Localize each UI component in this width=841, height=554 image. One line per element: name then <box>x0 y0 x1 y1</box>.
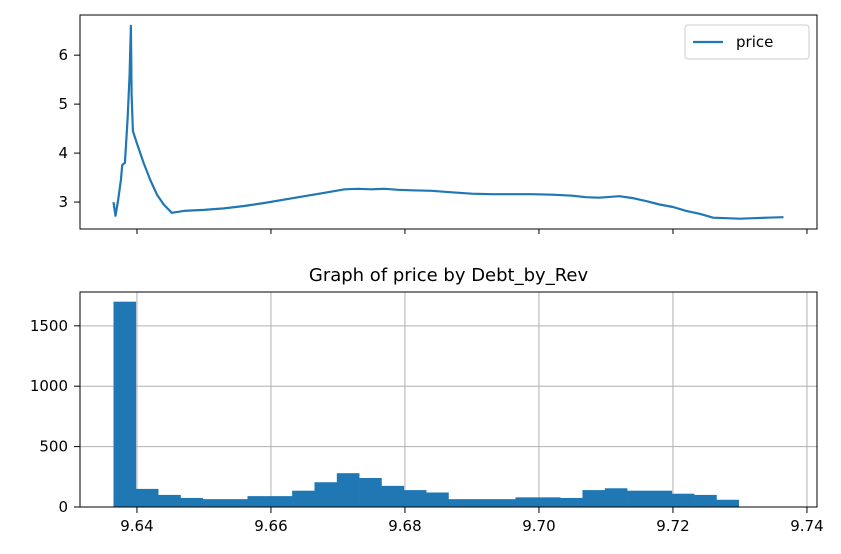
y-tick-label-bottom: 1000 <box>30 377 68 395</box>
y-tick-label-top: 4 <box>58 144 68 162</box>
histogram-bar <box>470 499 494 507</box>
histogram-bar <box>247 496 271 507</box>
x-tick-label: 9.66 <box>254 517 287 535</box>
price-histogram-plot: 0 500 1000 1500 9.64 9.66 9.68 9.70 9.72 9.74 Grap… <box>30 265 824 535</box>
histogram-bar <box>649 490 673 507</box>
y-tick-label-top: 3 <box>58 193 68 211</box>
histogram-bar <box>403 490 427 507</box>
histogram-bar <box>426 492 449 507</box>
histogram-bar <box>515 497 539 507</box>
legend-box <box>684 24 810 60</box>
histogram-bar <box>560 497 583 507</box>
price-line-plot: 3 4 5 6 price <box>58 14 818 234</box>
histogram-bar <box>314 482 338 507</box>
axes-frame-top <box>79 14 818 230</box>
histogram-bar <box>694 494 717 507</box>
histogram-bar <box>493 499 516 507</box>
x-tick-label: 9.64 <box>120 517 153 535</box>
x-tick-label: 9.68 <box>388 517 421 535</box>
y-tick-label-bottom: 0 <box>58 498 68 516</box>
histogram-bar <box>336 473 360 507</box>
histogram-bar <box>627 490 650 507</box>
histogram-bar <box>604 488 628 507</box>
histogram-bar <box>716 499 740 507</box>
y-tick-label-top: 6 <box>58 46 68 64</box>
histogram-bar <box>135 488 159 507</box>
histogram-bar <box>269 496 293 507</box>
histogram-bar <box>113 301 137 507</box>
histogram-bar <box>225 499 248 507</box>
histogram-bar <box>180 497 204 507</box>
legend-label-price: price <box>736 33 773 51</box>
y-tick-label-bottom: 500 <box>39 438 68 456</box>
y-tick-label-top: 5 <box>58 95 68 113</box>
histogram-bar <box>448 499 472 507</box>
histogram-bar <box>292 490 315 507</box>
x-tick-label: 9.72 <box>656 517 689 535</box>
chart-title: Graph of price by Debt_by_Rev <box>309 265 589 286</box>
histogram-bar <box>537 497 561 507</box>
histogram-bar <box>202 499 226 507</box>
histogram-bar <box>359 478 382 507</box>
x-tick-label: 9.70 <box>522 517 555 535</box>
histogram-bar <box>158 494 181 507</box>
y-tick-label-bottom: 1500 <box>30 317 68 335</box>
histogram-bar <box>671 493 695 507</box>
histogram-bar <box>582 490 606 507</box>
price-line <box>112 24 784 220</box>
histogram-bar <box>381 485 405 507</box>
x-tick-label: 9.74 <box>790 517 823 535</box>
axes-frame-bottom <box>79 291 818 508</box>
